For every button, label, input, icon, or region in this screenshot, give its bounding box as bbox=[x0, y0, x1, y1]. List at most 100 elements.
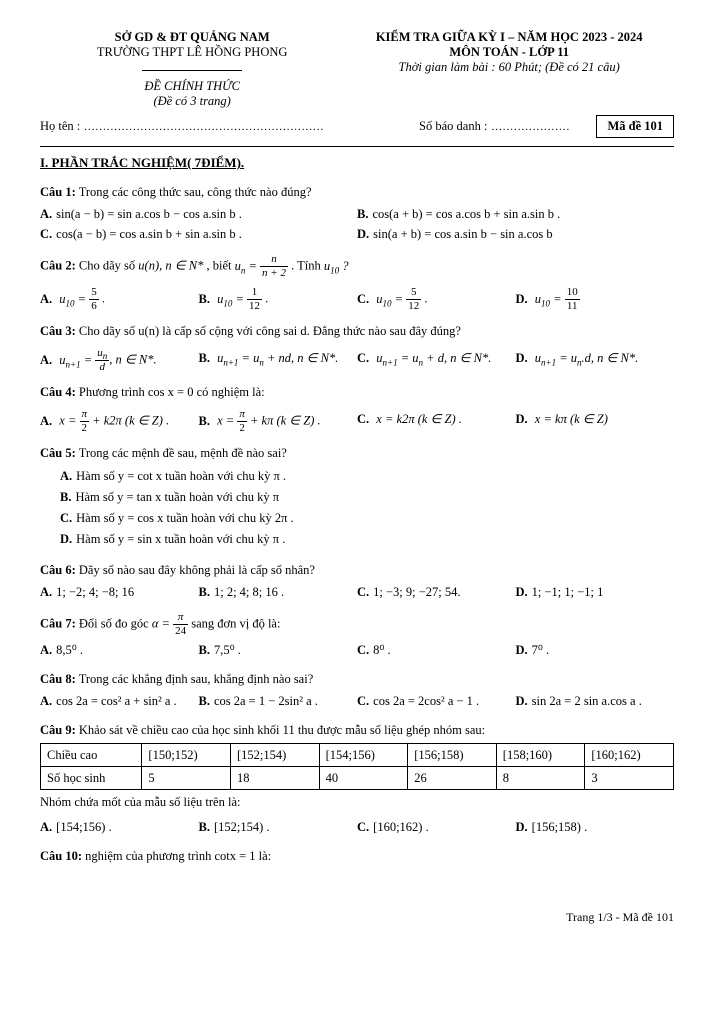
q2-u10: u10 ? bbox=[324, 259, 349, 273]
header-left: SỞ GD & ĐT QUẢNG NAM TRƯỜNG THPT LÊ HỒNG… bbox=[40, 30, 344, 109]
dept-name: SỞ GD & ĐT QUẢNG NAM bbox=[40, 30, 344, 45]
q3-label: Câu 3: bbox=[40, 324, 76, 338]
q1-label: Câu 1: bbox=[40, 185, 76, 199]
q5-label: Câu 5: bbox=[40, 446, 76, 460]
q7-text-post: sang đơn vị độ là: bbox=[191, 616, 280, 630]
q4-label: Câu 4: bbox=[40, 385, 76, 399]
q6-choice-a: A.1; −2; 4; −8; 16 bbox=[40, 582, 199, 602]
q3-choice-a: A. un+1 = und, n ∈ N*. bbox=[40, 348, 199, 373]
q3-choices: A. un+1 = und, n ∈ N*. B. un+1 = un + nd… bbox=[40, 348, 674, 373]
q8-label: Câu 8: bbox=[40, 672, 76, 686]
q3-text: Cho dãy số u(n) là cấp số cộng với công … bbox=[79, 324, 461, 338]
q8-choice-d: D.sin 2a = 2 sin a.cos a . bbox=[516, 691, 675, 711]
q3-choice-b: B. un+1 = un + nd, n ∈ N*. bbox=[199, 348, 358, 373]
pages-note: (Đề có 3 trang) bbox=[40, 94, 344, 109]
q2-text-pre: Cho dãy số bbox=[79, 259, 138, 273]
name-label: Họ tên : bbox=[40, 119, 80, 134]
q8-text: Trong các khẳng định sau, khẳng định nào… bbox=[79, 672, 314, 686]
sbd-label: Số báo danh : bbox=[419, 119, 487, 134]
question-9: Câu 9: Khảo sát về chiều cao của học sin… bbox=[40, 721, 674, 838]
question-8: Câu 8: Trong các khẳng định sau, khẳng đ… bbox=[40, 670, 674, 711]
q5-text: Trong các mệnh đề sau, mệnh đề nào sai? bbox=[79, 446, 287, 460]
question-6: Câu 6: Dãy số nào sau đây không phải là … bbox=[40, 561, 674, 602]
sbd-dots bbox=[491, 119, 571, 135]
q4-choices: A. x = π2 + k2π (k ∈ Z) . B. x = π2 + kπ… bbox=[40, 409, 674, 434]
header-underline-left bbox=[142, 70, 242, 71]
q1-choice-a: A.sin(a − b) = sin a.cos b − cos a.sin b… bbox=[40, 204, 357, 224]
q2-text-mid: , biết bbox=[206, 259, 234, 273]
q6-choice-c: C.1; −3; 9; −27; 54. bbox=[357, 582, 516, 602]
q3-choice-d: D. un+1 = un.d, n ∈ N*. bbox=[516, 348, 675, 373]
q8-choice-c: C.cos 2a = 2cos² a − 1 . bbox=[357, 691, 516, 711]
exam-header: SỞ GD & ĐT QUẢNG NAM TRƯỜNG THPT LÊ HỒNG… bbox=[40, 30, 674, 138]
q7-choice-b: B.7,5⁰ . bbox=[199, 640, 358, 660]
q1-choice-b: B.cos(a + b) = cos a.cos b + sin a.sin b… bbox=[357, 204, 674, 224]
q9-choice-c: C.[160;162) . bbox=[357, 817, 516, 837]
header-right: KIỂM TRA GIỮA KỲ I – NĂM HỌC 2023 - 2024… bbox=[344, 30, 674, 75]
question-2: Câu 2: Cho dãy số u(n), n ∈ N* , biết un… bbox=[40, 254, 674, 312]
q5-choice-c: C.Hàm số y = cos x tuần hoàn với chu kỳ … bbox=[60, 508, 674, 529]
name-dots bbox=[84, 119, 407, 135]
question-4: Câu 4: Phương trình cos x = 0 có nghiệm … bbox=[40, 383, 674, 434]
q6-choices: A.1; −2; 4; −8; 16 B.1; 2; 4; 8; 16 . C.… bbox=[40, 582, 674, 602]
question-5: Câu 5: Trong các mệnh đề sau, mệnh đề nà… bbox=[40, 444, 674, 550]
q2-label: Câu 2: bbox=[40, 259, 76, 273]
q9-after: Nhóm chứa mốt của mẫu số liệu trên là: bbox=[40, 793, 674, 811]
time-note: Thời gian làm bài : 60 Phút; (Đề có 21 c… bbox=[344, 60, 674, 75]
table-row-header: Chiều cao [150;152) [152;154) [154;156) … bbox=[41, 743, 674, 766]
q9-text: Khảo sát về chiều cao của học sinh khối … bbox=[79, 723, 485, 737]
q1-choice-d: D.sin(a + b) = cos a.sin b − sin a.cos b bbox=[357, 224, 674, 244]
q9-choice-d: D.[156;158) . bbox=[516, 817, 675, 837]
q9-choices: A.[154;156) . B.[152;154) . C.[160;162) … bbox=[40, 817, 674, 837]
question-10: Câu 10: nghiệm của phương trình cotx = 1… bbox=[40, 847, 674, 865]
q8-choice-b: B.cos 2a = 1 − 2sin² a . bbox=[199, 691, 358, 711]
q7-label: Câu 7: bbox=[40, 616, 76, 630]
q2-text-post: . Tính bbox=[291, 259, 324, 273]
q3-choice-c: C. un+1 = un + d, n ∈ N*. bbox=[357, 348, 516, 373]
q5-choice-b: B.Hàm số y = tan x tuần hoàn với chu kỳ … bbox=[60, 487, 674, 508]
q2-choice-d: D. u10 = 1011 bbox=[516, 287, 675, 312]
q10-text: nghiệm của phương trình cotx = 1 là: bbox=[85, 849, 271, 863]
q7-choice-c: C.8⁰ . bbox=[357, 640, 516, 660]
question-1: Câu 1: Trong các công thức sau, công thứ… bbox=[40, 183, 674, 244]
page-footer: Trang 1/3 - Mã đề 101 bbox=[40, 910, 674, 925]
q2-frac: nn + 2 bbox=[260, 254, 288, 279]
table-row-values: Số học sinh 5 18 40 26 8 3 bbox=[41, 767, 674, 790]
q2-un: un = bbox=[235, 259, 260, 273]
q9-label: Câu 9: bbox=[40, 723, 76, 737]
q1-text: Trong các công thức sau, công thức nào đ… bbox=[79, 185, 312, 199]
q8-choices: A.cos 2a = cos² a + sin² a . B.cos 2a = … bbox=[40, 691, 674, 711]
q9-choice-b: B.[152;154) . bbox=[199, 817, 358, 837]
official-label: ĐỀ CHÍNH THỨC bbox=[40, 79, 344, 94]
q6-choice-d: D.1; −1; 1; −1; 1 bbox=[516, 582, 675, 602]
q9-choice-a: A.[154;156) . bbox=[40, 817, 199, 837]
name-row: Họ tên : Số báo danh : Mã đề 101 bbox=[40, 115, 674, 138]
q4-choice-c: C. x = k2π (k ∈ Z) . bbox=[357, 409, 516, 434]
q5-choice-d: D.Hàm số y = sin x tuần hoàn với chu kỳ … bbox=[60, 529, 674, 550]
q2-seq: u(n), n ∈ N* bbox=[138, 259, 203, 273]
subject-line: MÔN TOÁN - LỚP 11 bbox=[344, 45, 674, 60]
q2-choice-c: C. u10 = 512 . bbox=[357, 287, 516, 312]
q4-choice-b: B. x = π2 + kπ (k ∈ Z) . bbox=[199, 409, 358, 434]
q7-choice-d: D.7⁰ . bbox=[516, 640, 675, 660]
q2-choices: A. u10 = 56 . B. u10 = 112 . C. u10 = 51… bbox=[40, 287, 674, 312]
exam-code-box: Mã đề 101 bbox=[596, 115, 674, 138]
q1-choice-c: C.cos(a − b) = cos a.sin b + sin a.sin b… bbox=[40, 224, 357, 244]
row2-label: Số học sinh bbox=[41, 767, 142, 790]
exam-title: KIỂM TRA GIỮA KỲ I – NĂM HỌC 2023 - 2024 bbox=[344, 30, 674, 45]
q1-choices: A.sin(a − b) = sin a.cos b − cos a.sin b… bbox=[40, 204, 674, 244]
q7-choices: A.8,5⁰ . B.7,5⁰ . C.8⁰ . D.7⁰ . bbox=[40, 640, 674, 660]
page-container: SỞ GD & ĐT QUẢNG NAM TRƯỜNG THPT LÊ HỒNG… bbox=[0, 0, 714, 945]
q2-choice-a: A. u10 = 56 . bbox=[40, 287, 199, 312]
question-7: Câu 7: Đổi số đo góc α = π24 sang đơn vị… bbox=[40, 612, 674, 660]
q6-label: Câu 6: bbox=[40, 563, 76, 577]
q10-label: Câu 10: bbox=[40, 849, 82, 863]
q2-choice-b: B. u10 = 112 . bbox=[199, 287, 358, 312]
q9-table: Chiều cao [150;152) [152;154) [154;156) … bbox=[40, 743, 674, 790]
q4-choice-d: D. x = kπ (k ∈ Z) bbox=[516, 409, 675, 434]
question-3: Câu 3: Cho dãy số u(n) là cấp số cộng vớ… bbox=[40, 322, 674, 373]
hr-separator bbox=[40, 146, 674, 147]
q4-choice-a: A. x = π2 + k2π (k ∈ Z) . bbox=[40, 409, 199, 434]
q6-text: Dãy số nào sau đây không phải là cấp số … bbox=[79, 563, 315, 577]
q6-choice-b: B.1; 2; 4; 8; 16 . bbox=[199, 582, 358, 602]
